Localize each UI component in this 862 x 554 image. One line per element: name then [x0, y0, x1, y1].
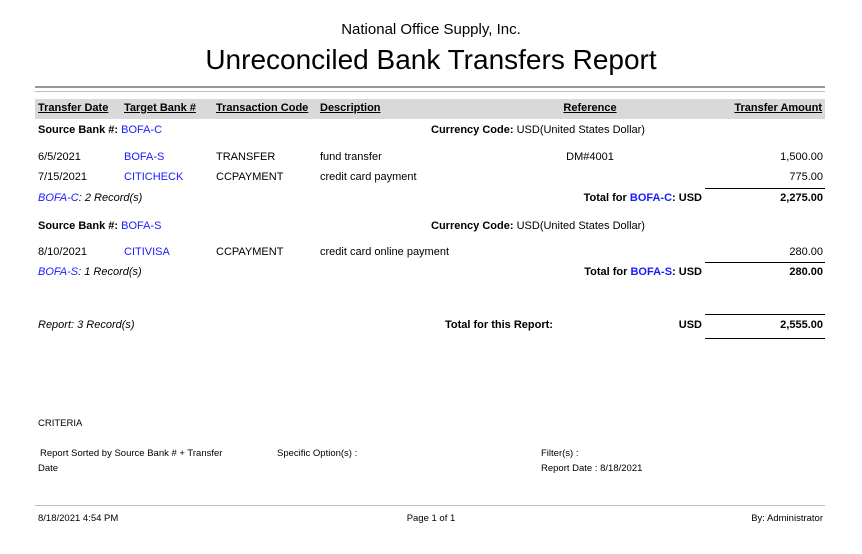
- criteria-filters: Filter(s) :: [541, 448, 579, 459]
- record-count: : 1 Record(s): [78, 266, 142, 278]
- report-record-count: Report: 3 Record(s): [38, 319, 135, 331]
- source-bank-link[interactable]: BOFA-S: [121, 220, 162, 232]
- source-bank-header: Source Bank #: BOFA-C: [38, 124, 162, 136]
- group-total-amount: 2,275.00: [780, 192, 823, 204]
- group-bank-link[interactable]: BOFA-C: [38, 192, 79, 204]
- reference: DM#4001: [566, 151, 614, 163]
- col-transfer-amount[interactable]: Transfer Amount: [734, 102, 822, 114]
- report-total-label: Total for this Report:: [445, 319, 553, 331]
- description: fund transfer: [320, 151, 382, 163]
- group-total-label: Total for BOFA-C: USD: [584, 192, 702, 204]
- currency-code-label: Currency Code:: [431, 124, 514, 136]
- footer-page-number: Page 1 of 1: [406, 513, 456, 524]
- footer-author: By: Administrator: [751, 513, 823, 524]
- footer-divider: [35, 505, 825, 506]
- title-divider-thin: [35, 91, 825, 92]
- description: credit card payment: [320, 171, 417, 183]
- col-transaction-code[interactable]: Transaction Code: [216, 102, 309, 114]
- col-description[interactable]: Description: [320, 102, 381, 114]
- transfer-amount: 775.00: [789, 171, 823, 183]
- report-total-amount: 2,555.00: [780, 319, 823, 331]
- transaction-code: CCPAYMENT: [216, 246, 284, 258]
- transfer-date: 7/15/2021: [38, 171, 87, 183]
- col-target-bank[interactable]: Target Bank #: [124, 102, 196, 114]
- total-currency: : USD: [672, 192, 702, 204]
- transfer-amount: 280.00: [789, 246, 823, 258]
- target-bank-link[interactable]: CITIVISA: [124, 246, 170, 258]
- transfer-date: 8/10/2021: [38, 246, 87, 258]
- report-total-rule: [705, 314, 825, 315]
- target-bank-link[interactable]: CITICHECK: [124, 171, 184, 183]
- column-header-bar: Transfer Date Target Bank # Transaction …: [35, 99, 825, 119]
- total-bank-link[interactable]: BOFA-S: [630, 266, 673, 278]
- transaction-code: TRANSFER: [216, 151, 276, 163]
- group-bank-link[interactable]: BOFA-S: [38, 266, 79, 278]
- target-bank-link[interactable]: BOFA-S: [124, 151, 165, 163]
- footer-timestamp: 8/18/2021 4:54 PM: [38, 513, 119, 524]
- transfer-date: 6/5/2021: [38, 151, 81, 163]
- record-count: : 2 Record(s): [78, 192, 143, 204]
- total-currency: : USD: [672, 266, 702, 278]
- currency-code-label: Currency Code:: [431, 220, 514, 232]
- group-total-label: Total for BOFA-S: USD: [584, 266, 702, 278]
- transfer-amount: 1,500.00: [780, 151, 823, 163]
- currency-code-value: USD(United States Dollar): [516, 220, 645, 232]
- subtotal-rule: [705, 188, 825, 189]
- total-for-label: Total for: [584, 266, 628, 278]
- source-bank-link[interactable]: BOFA-C: [121, 124, 163, 136]
- currency-code: Currency Code: USD(United States Dollar): [431, 220, 645, 232]
- total-bank-link[interactable]: BOFA-C: [629, 192, 673, 204]
- title-divider: [35, 86, 825, 88]
- subtotal-rule: [705, 262, 825, 263]
- group-total-amount: 280.00: [789, 266, 823, 278]
- report-total-currency: USD: [678, 319, 702, 331]
- report-total-rule-bottom: [705, 338, 825, 339]
- total-for-label: Total for: [583, 192, 627, 204]
- criteria-sorted: Report Sorted by Source Bank # + Transfe…: [40, 448, 223, 459]
- group-record-count: BOFA-C: 2 Record(s): [38, 192, 142, 204]
- source-bank-header: Source Bank #: BOFA-S: [38, 220, 162, 232]
- source-bank-label: Source Bank #:: [38, 220, 119, 232]
- criteria-report-date: Report Date : 8/18/2021: [541, 463, 643, 474]
- col-transfer-date[interactable]: Transfer Date: [38, 102, 109, 114]
- criteria-heading: CRITERIA: [38, 418, 83, 429]
- group-record-count: BOFA-S: 1 Record(s): [38, 266, 142, 278]
- report-title: Unreconciled Bank Transfers Report: [205, 44, 657, 75]
- currency-code: Currency Code: USD(United States Dollar): [431, 124, 645, 136]
- criteria-sorted-cont: Date: [38, 463, 59, 474]
- criteria-specific-options: Specific Option(s) :: [277, 448, 358, 459]
- transaction-code: CCPAYMENT: [216, 171, 284, 183]
- company-name: National Office Supply, Inc.: [341, 21, 521, 38]
- source-bank-label: Source Bank #:: [38, 124, 119, 136]
- currency-code-value: USD(United States Dollar): [516, 124, 645, 136]
- description: credit card online payment: [320, 246, 450, 258]
- col-reference[interactable]: Reference: [563, 102, 617, 114]
